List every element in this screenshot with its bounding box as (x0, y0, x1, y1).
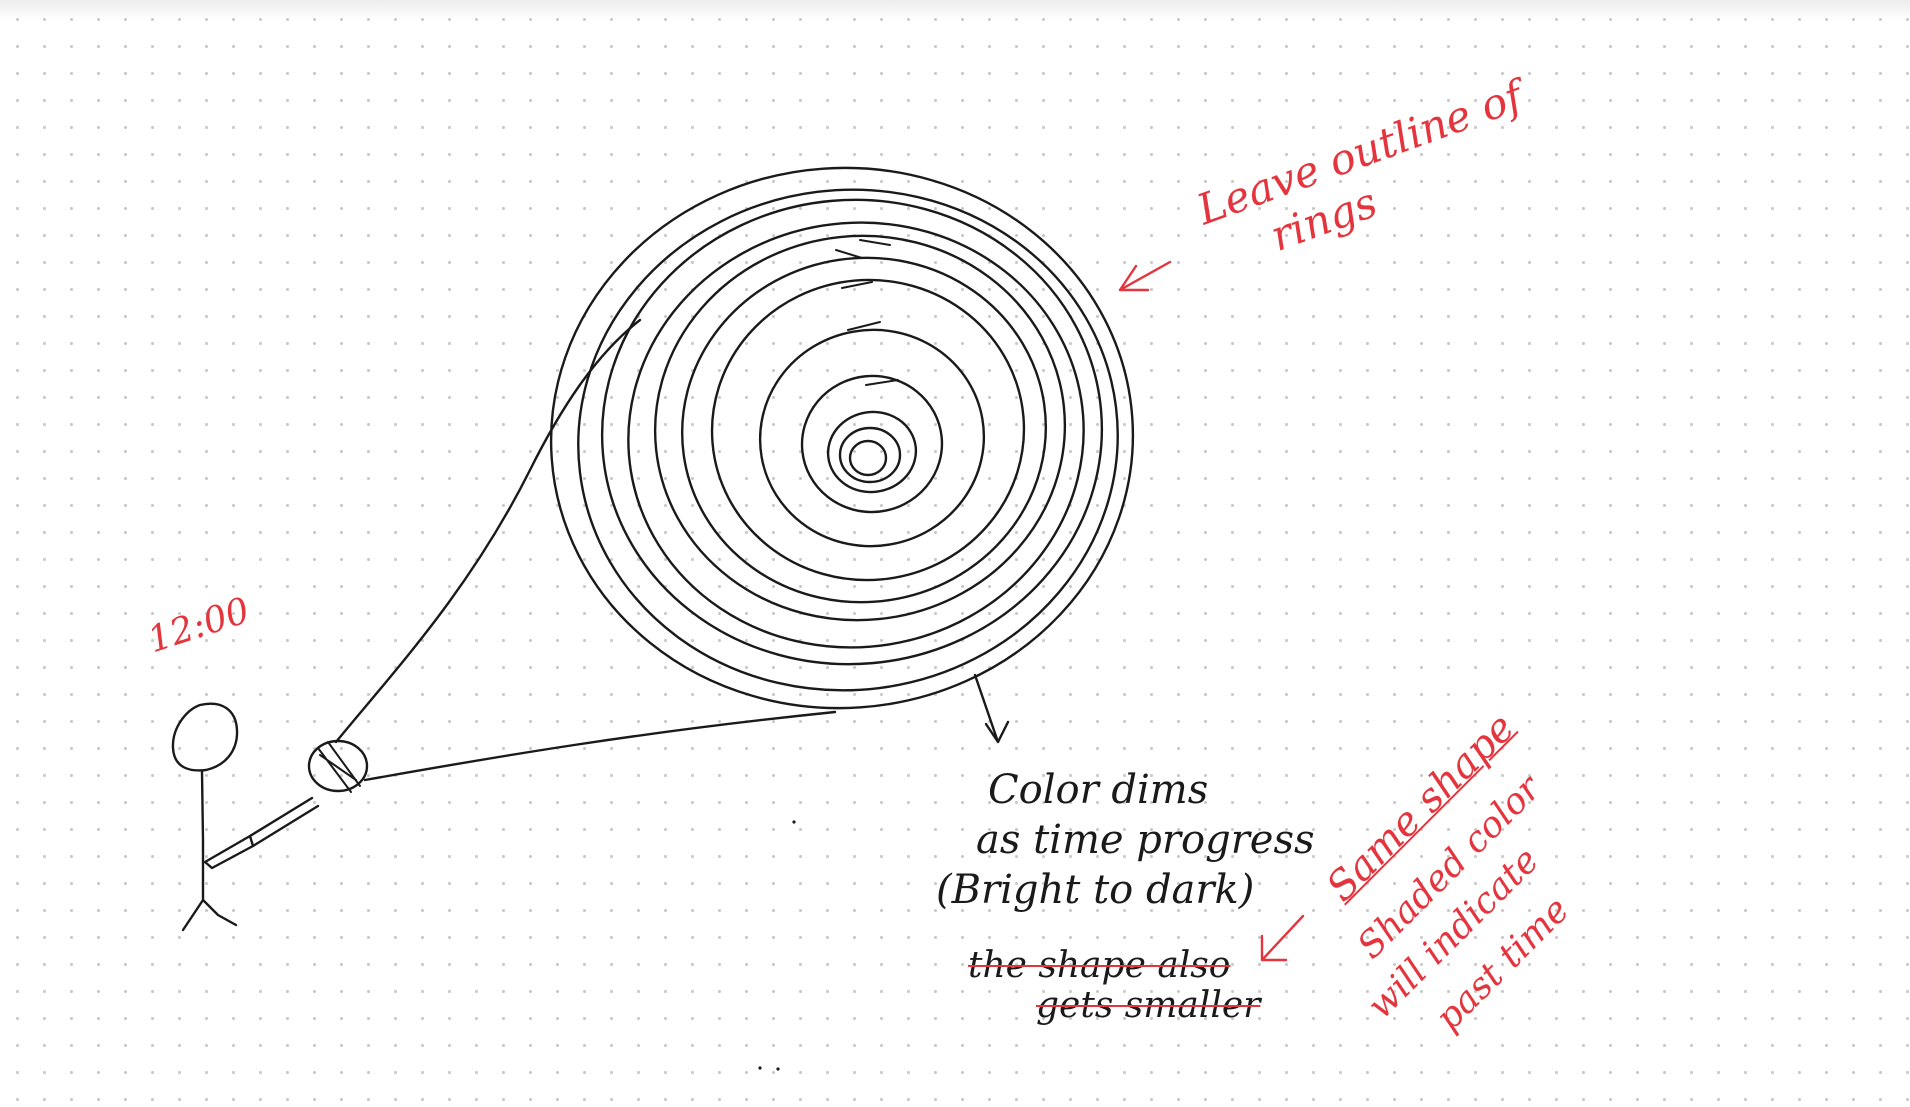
concentric-rings (549, 166, 1135, 710)
ring (577, 188, 1119, 692)
dim-note: Color dims as time progress (Bright to d… (936, 770, 1315, 910)
flashlight (248, 739, 369, 848)
stick-figure (171, 702, 255, 932)
ring (600, 198, 1104, 666)
light-beam (334, 318, 837, 782)
stray-dot (792, 820, 796, 824)
stick-figure-body (200, 770, 205, 902)
arrow-to-dim-note (973, 673, 1010, 744)
ring-outer (549, 166, 1135, 710)
dim-note-line: (Bright to dark) (936, 867, 1255, 913)
stick-figure-legs (181, 898, 238, 932)
arrow-to-rings (1118, 260, 1172, 292)
light-beam-upper-edge (334, 318, 642, 744)
light-beam-lower-edge (363, 710, 837, 782)
ring (800, 374, 944, 514)
stick-figure-arm (203, 834, 255, 870)
arrow-to-struck-note (1260, 914, 1305, 962)
struck-note: the shape also gets smaller (968, 948, 1260, 1024)
stray-dot (758, 1066, 762, 1070)
stick-figure-head (171, 702, 239, 772)
stray-dot (776, 1067, 780, 1071)
ring (627, 221, 1085, 649)
struck-note-line: the shape also (968, 945, 1231, 986)
dim-note-line: as time progress (976, 817, 1315, 863)
ring (680, 256, 1048, 604)
flashlight-lens (317, 741, 361, 793)
canvas-top-shadow (0, 0, 1910, 20)
ring (758, 328, 986, 548)
ring-tick-marks (835, 239, 899, 386)
flashlight-handle (248, 796, 320, 848)
ring (838, 426, 902, 484)
struck-note-line: gets smaller (1036, 985, 1261, 1026)
ring (653, 234, 1067, 622)
ring (710, 278, 1026, 582)
dim-note-line: Color dims (988, 767, 1209, 813)
ring (826, 410, 918, 494)
ring-inner (848, 439, 888, 477)
